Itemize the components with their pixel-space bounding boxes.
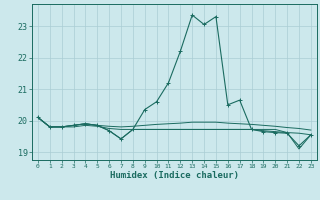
X-axis label: Humidex (Indice chaleur): Humidex (Indice chaleur) [110,171,239,180]
